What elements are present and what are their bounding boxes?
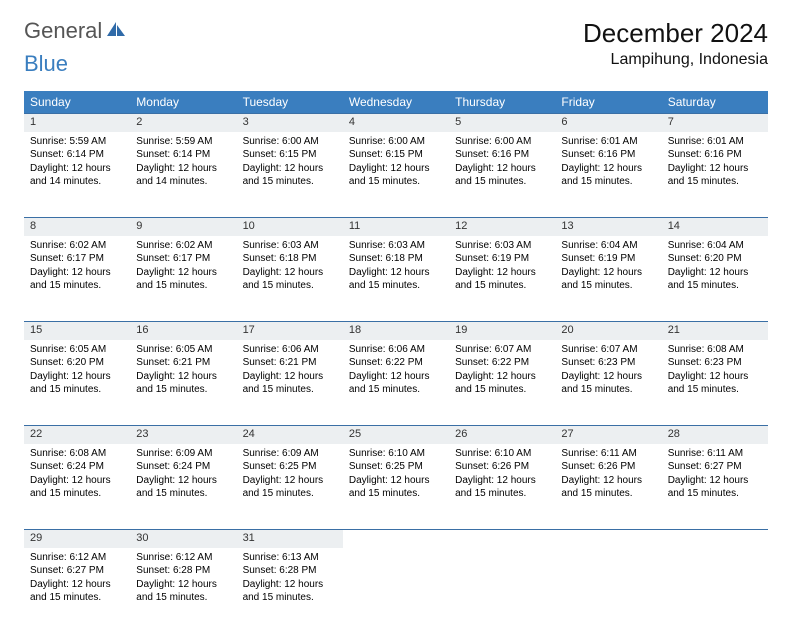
page-title: December 2024 <box>583 18 768 49</box>
day-number-cell <box>449 530 555 548</box>
weekday-header: Tuesday <box>237 91 343 114</box>
day-content-cell: Sunrise: 6:12 AMSunset: 6:28 PMDaylight:… <box>130 548 236 634</box>
day-number-cell: 17 <box>237 322 343 340</box>
day-content-cell: Sunrise: 6:08 AMSunset: 6:24 PMDaylight:… <box>24 444 130 530</box>
day-content-cell <box>343 548 449 634</box>
day-content-cell: Sunrise: 6:00 AMSunset: 6:15 PMDaylight:… <box>237 132 343 218</box>
day-number-cell: 10 <box>237 218 343 236</box>
content-row: Sunrise: 5:59 AMSunset: 6:14 PMDaylight:… <box>24 132 768 218</box>
day-content-cell: Sunrise: 5:59 AMSunset: 6:14 PMDaylight:… <box>130 132 236 218</box>
calendar-body: 1234567Sunrise: 5:59 AMSunset: 6:14 PMDa… <box>24 114 768 634</box>
day-content-cell: Sunrise: 6:01 AMSunset: 6:16 PMDaylight:… <box>555 132 661 218</box>
weekday-header: Monday <box>130 91 236 114</box>
day-content-cell: Sunrise: 6:10 AMSunset: 6:25 PMDaylight:… <box>343 444 449 530</box>
logo-text-2: Blue <box>24 51 68 77</box>
daynum-row: 22232425262728 <box>24 426 768 444</box>
daynum-row: 1234567 <box>24 114 768 132</box>
day-content-cell: Sunrise: 6:13 AMSunset: 6:28 PMDaylight:… <box>237 548 343 634</box>
day-content-cell: Sunrise: 6:03 AMSunset: 6:19 PMDaylight:… <box>449 236 555 322</box>
content-row: Sunrise: 6:08 AMSunset: 6:24 PMDaylight:… <box>24 444 768 530</box>
weekday-header: Sunday <box>24 91 130 114</box>
day-number-cell <box>555 530 661 548</box>
weekday-header: Friday <box>555 91 661 114</box>
day-number-cell: 22 <box>24 426 130 444</box>
calendar-table: SundayMondayTuesdayWednesdayThursdayFrid… <box>24 91 768 634</box>
day-content-cell: Sunrise: 6:09 AMSunset: 6:24 PMDaylight:… <box>130 444 236 530</box>
day-number-cell: 30 <box>130 530 236 548</box>
day-content-cell: Sunrise: 6:11 AMSunset: 6:26 PMDaylight:… <box>555 444 661 530</box>
day-content-cell: Sunrise: 6:07 AMSunset: 6:22 PMDaylight:… <box>449 340 555 426</box>
day-number-cell: 6 <box>555 114 661 132</box>
day-content-cell: Sunrise: 6:02 AMSunset: 6:17 PMDaylight:… <box>24 236 130 322</box>
day-number-cell <box>343 530 449 548</box>
day-number-cell: 15 <box>24 322 130 340</box>
day-number-cell: 23 <box>130 426 236 444</box>
day-number-cell: 5 <box>449 114 555 132</box>
day-number-cell: 29 <box>24 530 130 548</box>
logo-sail-icon <box>106 20 128 38</box>
day-number-cell: 7 <box>662 114 768 132</box>
day-number-cell: 19 <box>449 322 555 340</box>
day-number-cell: 3 <box>237 114 343 132</box>
content-row: Sunrise: 6:12 AMSunset: 6:27 PMDaylight:… <box>24 548 768 634</box>
day-content-cell: Sunrise: 6:08 AMSunset: 6:23 PMDaylight:… <box>662 340 768 426</box>
day-number-cell: 27 <box>555 426 661 444</box>
day-number-cell: 1 <box>24 114 130 132</box>
day-number-cell: 9 <box>130 218 236 236</box>
day-content-cell <box>449 548 555 634</box>
day-content-cell: Sunrise: 5:59 AMSunset: 6:14 PMDaylight:… <box>24 132 130 218</box>
day-number-cell: 16 <box>130 322 236 340</box>
day-content-cell: Sunrise: 6:11 AMSunset: 6:27 PMDaylight:… <box>662 444 768 530</box>
day-content-cell: Sunrise: 6:03 AMSunset: 6:18 PMDaylight:… <box>237 236 343 322</box>
daynum-row: 293031 <box>24 530 768 548</box>
day-content-cell: Sunrise: 6:04 AMSunset: 6:19 PMDaylight:… <box>555 236 661 322</box>
day-number-cell: 14 <box>662 218 768 236</box>
day-content-cell <box>662 548 768 634</box>
day-number-cell <box>662 530 768 548</box>
day-number-cell: 31 <box>237 530 343 548</box>
weekday-header: Thursday <box>449 91 555 114</box>
day-content-cell: Sunrise: 6:06 AMSunset: 6:21 PMDaylight:… <box>237 340 343 426</box>
logo: General <box>24 18 130 44</box>
day-number-cell: 20 <box>555 322 661 340</box>
day-content-cell: Sunrise: 6:00 AMSunset: 6:16 PMDaylight:… <box>449 132 555 218</box>
location: Lampihung, Indonesia <box>583 51 768 69</box>
day-content-cell: Sunrise: 6:06 AMSunset: 6:22 PMDaylight:… <box>343 340 449 426</box>
day-number-cell: 4 <box>343 114 449 132</box>
day-content-cell: Sunrise: 6:02 AMSunset: 6:17 PMDaylight:… <box>130 236 236 322</box>
content-row: Sunrise: 6:05 AMSunset: 6:20 PMDaylight:… <box>24 340 768 426</box>
day-content-cell: Sunrise: 6:10 AMSunset: 6:26 PMDaylight:… <box>449 444 555 530</box>
day-content-cell: Sunrise: 6:00 AMSunset: 6:15 PMDaylight:… <box>343 132 449 218</box>
day-content-cell: Sunrise: 6:07 AMSunset: 6:23 PMDaylight:… <box>555 340 661 426</box>
day-number-cell: 13 <box>555 218 661 236</box>
day-content-cell <box>555 548 661 634</box>
day-number-cell: 12 <box>449 218 555 236</box>
title-block: December 2024 Lampihung, Indonesia <box>583 18 768 69</box>
day-content-cell: Sunrise: 6:05 AMSunset: 6:21 PMDaylight:… <box>130 340 236 426</box>
weekday-row: SundayMondayTuesdayWednesdayThursdayFrid… <box>24 91 768 114</box>
day-content-cell: Sunrise: 6:03 AMSunset: 6:18 PMDaylight:… <box>343 236 449 322</box>
weekday-header: Wednesday <box>343 91 449 114</box>
day-number-cell: 28 <box>662 426 768 444</box>
daynum-row: 891011121314 <box>24 218 768 236</box>
day-content-cell: Sunrise: 6:09 AMSunset: 6:25 PMDaylight:… <box>237 444 343 530</box>
day-content-cell: Sunrise: 6:01 AMSunset: 6:16 PMDaylight:… <box>662 132 768 218</box>
content-row: Sunrise: 6:02 AMSunset: 6:17 PMDaylight:… <box>24 236 768 322</box>
day-number-cell: 26 <box>449 426 555 444</box>
day-number-cell: 25 <box>343 426 449 444</box>
day-number-cell: 18 <box>343 322 449 340</box>
day-content-cell: Sunrise: 6:05 AMSunset: 6:20 PMDaylight:… <box>24 340 130 426</box>
daynum-row: 15161718192021 <box>24 322 768 340</box>
day-number-cell: 2 <box>130 114 236 132</box>
day-number-cell: 21 <box>662 322 768 340</box>
day-number-cell: 24 <box>237 426 343 444</box>
day-number-cell: 8 <box>24 218 130 236</box>
logo-text-1: General <box>24 18 102 44</box>
day-content-cell: Sunrise: 6:12 AMSunset: 6:27 PMDaylight:… <box>24 548 130 634</box>
day-number-cell: 11 <box>343 218 449 236</box>
weekday-header: Saturday <box>662 91 768 114</box>
day-content-cell: Sunrise: 6:04 AMSunset: 6:20 PMDaylight:… <box>662 236 768 322</box>
